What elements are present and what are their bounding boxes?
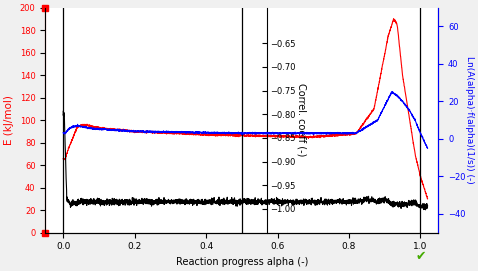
Y-axis label: Correl. coeff (-): Correl. coeff (-): [297, 83, 307, 157]
Text: ✔: ✔: [415, 250, 426, 263]
Y-axis label: Ln(A(alpha)·f(alpha)(1/s)) (-): Ln(A(alpha)·f(alpha)(1/s)) (-): [465, 56, 474, 184]
Y-axis label: E (kJ/mol): E (kJ/mol): [4, 95, 14, 145]
X-axis label: Reaction progress alpha (-): Reaction progress alpha (-): [175, 257, 308, 267]
